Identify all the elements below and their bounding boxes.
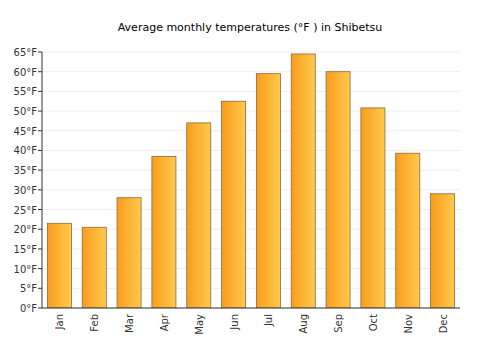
- y-tick: [38, 71, 42, 72]
- x-tick-label: Mar: [124, 313, 135, 333]
- x-tick-label: Nov: [403, 314, 414, 334]
- grid-line: [42, 52, 460, 53]
- x-tick-label: Jun: [229, 314, 240, 331]
- x-axis: [42, 308, 460, 309]
- y-tick: [38, 308, 42, 309]
- bar: [187, 123, 211, 308]
- grid-line: [42, 111, 460, 112]
- bar: [152, 156, 176, 308]
- grid-line: [42, 130, 460, 131]
- bar: [326, 72, 350, 308]
- y-tick: [38, 170, 42, 171]
- x-tick-label: May: [194, 314, 205, 335]
- bar: [222, 101, 246, 308]
- y-tick-label: 65°F: [14, 47, 38, 58]
- y-tick: [38, 150, 42, 151]
- bar: [361, 108, 385, 308]
- y-tick: [38, 268, 42, 269]
- bar: [291, 54, 315, 308]
- x-tick-label: Jul: [263, 314, 274, 327]
- bar: [256, 74, 280, 308]
- y-tick: [38, 229, 42, 230]
- bar: [431, 194, 455, 308]
- bar: [117, 198, 141, 308]
- grid-line: [42, 150, 460, 151]
- y-tick: [38, 52, 42, 53]
- y-tick: [38, 209, 42, 210]
- y-tick-label: 35°F: [14, 165, 38, 176]
- x-tick-label: Sep: [333, 314, 344, 333]
- y-tick-label: 20°F: [14, 224, 38, 235]
- y-tick-label: 60°F: [14, 67, 38, 78]
- bar: [47, 223, 71, 308]
- x-tick-label: Aug: [298, 314, 309, 334]
- y-tick-label: 5°F: [20, 283, 37, 294]
- y-tick-label: 40°F: [14, 145, 38, 156]
- y-tick: [38, 189, 42, 190]
- bars: [47, 54, 454, 308]
- y-tick: [38, 91, 42, 92]
- x-tick-label: Apr: [159, 313, 170, 331]
- y-axis: [42, 52, 43, 308]
- y-tick-label: 50°F: [14, 106, 38, 117]
- x-tick-label: Jan: [54, 314, 65, 330]
- bar: [82, 227, 106, 308]
- grid-line: [42, 91, 460, 92]
- x-tick-label: Oct: [368, 314, 379, 331]
- y-tick-label: 45°F: [14, 126, 38, 137]
- y-tick-label: 30°F: [14, 185, 38, 196]
- y-tick: [38, 130, 42, 131]
- chart: Average monthly temperatures (°F ) in Sh…: [0, 0, 500, 350]
- grid-line: [42, 308, 460, 309]
- y-tick-label: 25°F: [14, 205, 38, 216]
- x-tick-label: Feb: [89, 314, 100, 332]
- y-tick: [38, 248, 42, 249]
- y-tick-label: 55°F: [14, 86, 38, 97]
- grid: [42, 52, 460, 308]
- grid-line: [42, 71, 460, 72]
- y-tick-label: 15°F: [14, 244, 38, 255]
- y-tick: [38, 111, 42, 112]
- y-tick-label: 10°F: [14, 264, 38, 275]
- y-tick-label: 0°F: [20, 303, 37, 314]
- bar: [396, 153, 420, 308]
- title: Average monthly temperatures (°F ) in Sh…: [118, 21, 383, 34]
- x-tick-label: Dec: [438, 314, 449, 333]
- y-tick: [38, 288, 42, 289]
